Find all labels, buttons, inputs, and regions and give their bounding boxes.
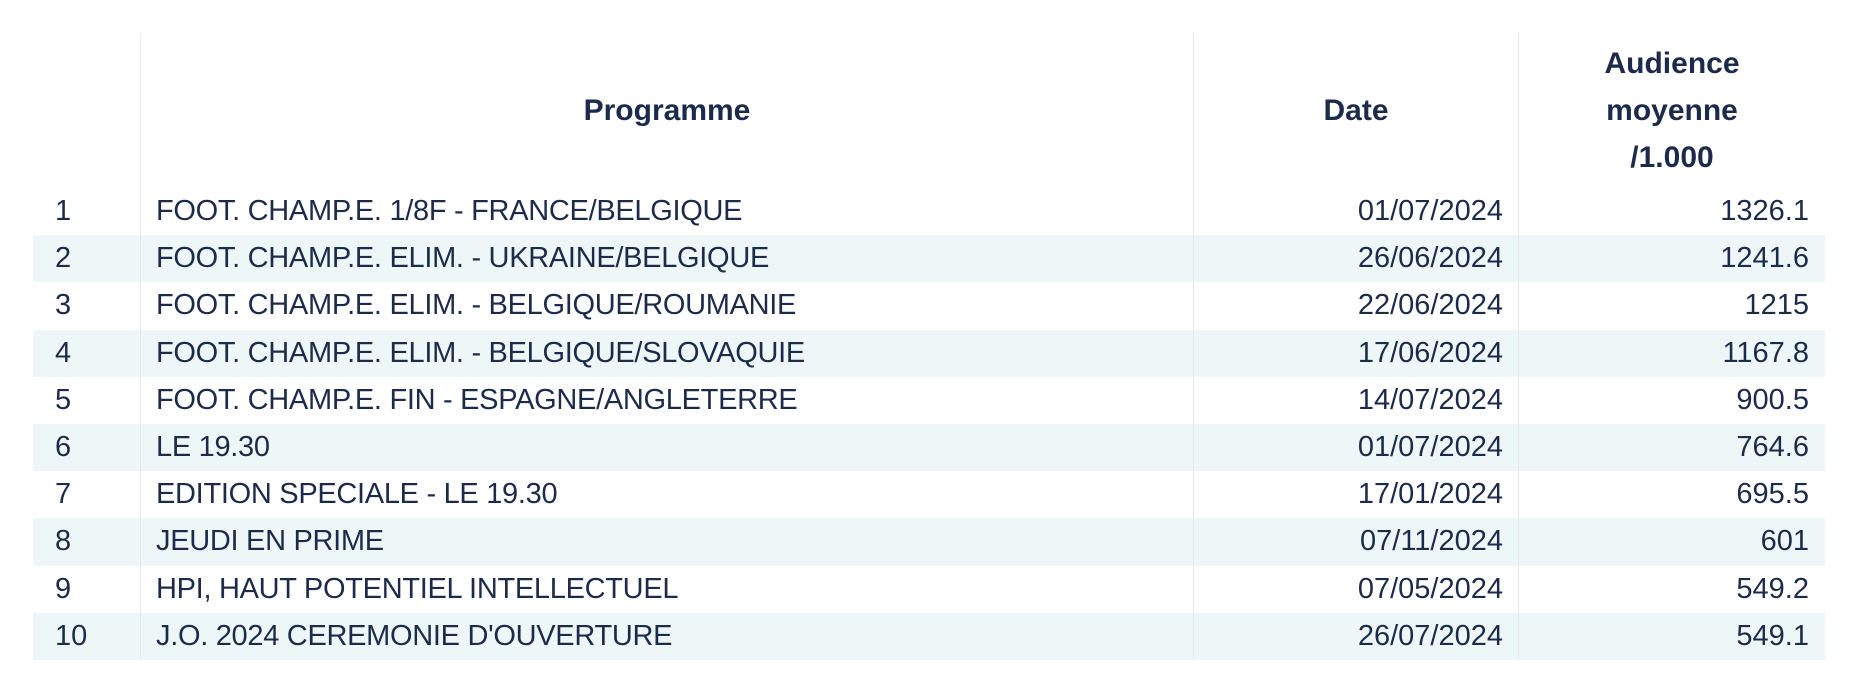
date-cell: 01/07/2024 bbox=[1193, 423, 1518, 472]
programme-cell: FOOT. CHAMP.E. ELIM. - UKRAINE/BELGIQUE bbox=[140, 235, 1193, 283]
programme-cell: HPI, HAUT POTENTIEL INTELLECTUEL bbox=[140, 565, 1193, 613]
date-cell: 17/01/2024 bbox=[1193, 471, 1518, 519]
programme-cell: LE 19.30 bbox=[140, 423, 1193, 472]
rank-cell: 7 bbox=[55, 478, 72, 511]
programme-cell: J.O. 2024 CEREMONIE D'OUVERTURE bbox=[140, 612, 1193, 660]
date-cell: 17/06/2024 bbox=[1193, 329, 1518, 377]
date-cell: 01/07/2024 bbox=[1193, 188, 1518, 236]
date-cell: 07/11/2024 bbox=[1193, 518, 1518, 566]
rank-cell: 2 bbox=[55, 242, 72, 275]
rank-cell: 9 bbox=[55, 572, 72, 605]
audience-ranking-table: Programme Date Audience moyenne /1.000 1… bbox=[33, 33, 1825, 660]
audience-cell: 1167.8 bbox=[1518, 329, 1825, 377]
table-row: 6 LE 19.30 01/07/2024 764.6 bbox=[33, 423, 1825, 472]
table-row: 1 FOOT. CHAMP.E. 1/8F - FRANCE/BELGIQUE … bbox=[33, 188, 1825, 236]
column-header-date: Date bbox=[1193, 33, 1518, 188]
date-cell: 07/05/2024 bbox=[1193, 565, 1518, 613]
table-row: 5 FOOT. CHAMP.E. FIN - ESPAGNE/ANGLETERR… bbox=[33, 376, 1825, 424]
column-header-rank bbox=[33, 33, 140, 188]
rank-cell: 6 bbox=[55, 431, 72, 464]
table-header-row: Programme Date Audience moyenne /1.000 bbox=[33, 33, 1825, 188]
rank-cell: 3 bbox=[55, 289, 72, 322]
audience-cell: 900.5 bbox=[1518, 376, 1825, 424]
date-cell: 14/07/2024 bbox=[1193, 376, 1518, 424]
audience-cell: 1241.6 bbox=[1518, 235, 1825, 283]
rank-cell: 5 bbox=[55, 383, 72, 416]
programme-cell: JEUDI EN PRIME bbox=[140, 518, 1193, 566]
audience-cell: 695.5 bbox=[1518, 471, 1825, 519]
programme-cell: FOOT. CHAMP.E. ELIM. - BELGIQUE/SLOVAQUI… bbox=[140, 329, 1193, 377]
audience-cell: 549.2 bbox=[1518, 565, 1825, 613]
column-header-audience: Audience moyenne /1.000 bbox=[1518, 33, 1825, 188]
table-row: 9 HPI, HAUT POTENTIEL INTELLECTUEL 07/05… bbox=[33, 565, 1825, 613]
column-header-programme: Programme bbox=[140, 33, 1193, 188]
date-cell: 22/06/2024 bbox=[1193, 282, 1518, 330]
audience-cell: 601 bbox=[1518, 518, 1825, 566]
date-cell: 26/07/2024 bbox=[1193, 612, 1518, 660]
table-row: 7 EDITION SPECIALE - LE 19.30 17/01/2024… bbox=[33, 471, 1825, 519]
rank-cell: 4 bbox=[55, 336, 72, 369]
rank-cell: 1 bbox=[55, 195, 72, 228]
audience-cell: 764.6 bbox=[1518, 423, 1825, 472]
rank-cell: 10 bbox=[55, 619, 88, 652]
programme-cell: EDITION SPECIALE - LE 19.30 bbox=[140, 471, 1193, 519]
table-row: 8 JEUDI EN PRIME 07/11/2024 601 bbox=[33, 518, 1825, 566]
table-row: 4 FOOT. CHAMP.E. ELIM. - BELGIQUE/SLOVAQ… bbox=[33, 329, 1825, 377]
audience-cell: 1215 bbox=[1518, 282, 1825, 330]
audience-cell: 1326.1 bbox=[1518, 188, 1825, 236]
programme-cell: FOOT. CHAMP.E. ELIM. - BELGIQUE/ROUMANIE bbox=[140, 282, 1193, 330]
table-row: 3 FOOT. CHAMP.E. ELIM. - BELGIQUE/ROUMAN… bbox=[33, 282, 1825, 330]
audience-cell: 549.1 bbox=[1518, 612, 1825, 660]
table-row: 10 J.O. 2024 CEREMONIE D'OUVERTURE 26/07… bbox=[33, 612, 1825, 660]
table-row: 2 FOOT. CHAMP.E. ELIM. - UKRAINE/BELGIQU… bbox=[33, 235, 1825, 283]
date-cell: 26/06/2024 bbox=[1193, 235, 1518, 283]
table-body: 1 FOOT. CHAMP.E. 1/8F - FRANCE/BELGIQUE … bbox=[33, 188, 1825, 660]
programme-cell: FOOT. CHAMP.E. 1/8F - FRANCE/BELGIQUE bbox=[140, 188, 1193, 236]
rank-cell: 8 bbox=[55, 525, 72, 558]
programme-cell: FOOT. CHAMP.E. FIN - ESPAGNE/ANGLETERRE bbox=[140, 376, 1193, 424]
